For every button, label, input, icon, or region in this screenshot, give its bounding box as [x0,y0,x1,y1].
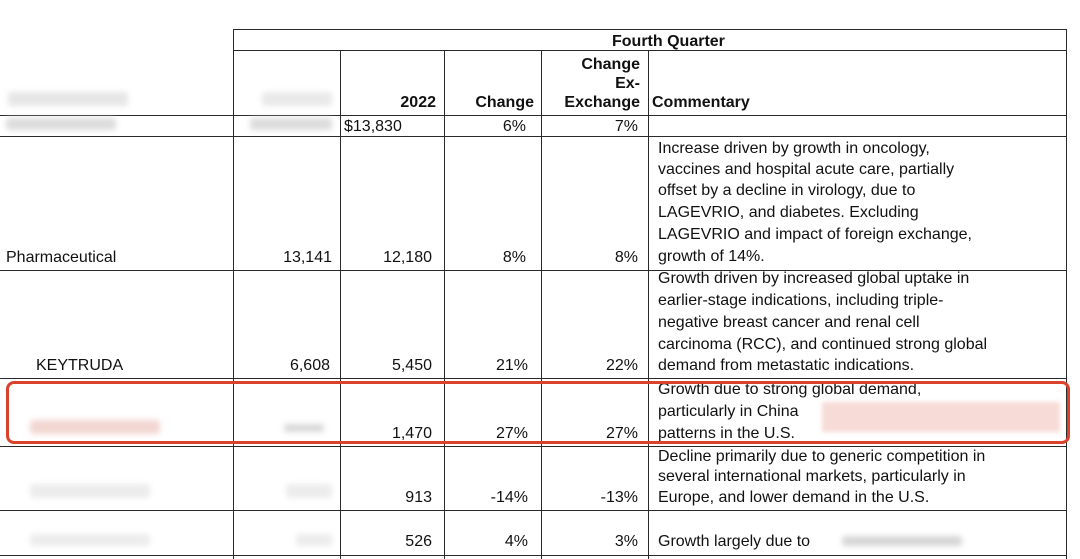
redacted-header-label [8,92,128,106]
row4-change: -14% [490,489,528,506]
header-change-ex-2: Ex- [615,75,640,92]
total-change-ex: 7% [614,118,638,135]
row4-commentary-line: Europe, and lower demand in the U.S. [658,489,930,506]
header-change-ex-1: Change [581,56,640,73]
redacted-row4-label [30,484,150,498]
row3-commentary-line: particularly in China [658,403,799,420]
keytruda-2023: 6,608 [289,357,330,374]
vrule-5 [648,50,649,559]
pharma-2023: 13,141 [283,249,332,266]
row3-commentary-line: Growth due to strong global demand, [658,381,922,398]
row5-commentary-line: Growth largely due to [658,533,811,550]
redacted-row4-2023 [286,484,332,498]
row3-change: 27% [495,425,528,442]
keytruda-label: KEYTRUDA [36,357,124,374]
rule-top [233,29,1067,30]
row5-change-ex: 3% [614,533,638,550]
header-change-ex-3: Exchange [564,94,640,111]
row5-change: 4% [504,533,528,550]
row4-2022: 913 [405,489,432,506]
pharma-label: Pharmaceutical [6,249,117,266]
total-2022: $13,830 [344,118,402,135]
pharma-change-ex: 8% [614,249,638,266]
row4-commentary-line: several international markets, particula… [658,468,966,485]
vrule-3 [444,50,445,559]
redacted-row3-label [30,420,160,434]
keytruda-commentary-line: Growth driven by increased global uptake… [658,270,970,287]
keytruda-commentary-line: negative breast cancer and renal cell [658,314,920,331]
header-2022: 2022 [400,94,436,111]
rule-under-total [0,136,1067,137]
header-group-label: Fourth Quarter [612,33,725,50]
pharma-commentary-line: vaccines and hospital acute care, partia… [658,161,955,178]
row5-2022: 526 [405,533,432,550]
keytruda-change-ex: 22% [605,357,638,374]
pharma-commentary-line: LAGEVRIO and impact of foreign exchange, [658,226,972,243]
pharma-2022: 12,180 [383,249,432,266]
pharma-commentary-line: LAGEVRIO, and diabetes. Excluding [658,204,919,221]
pharma-change: 8% [502,249,526,266]
total-change: 6% [502,118,526,135]
keytruda-change: 21% [495,357,528,374]
redacted-total-2023 [250,118,332,130]
rule-under-header [0,115,1067,116]
rule-under-row3 [0,446,1067,447]
redacted-row3-2023 [284,424,324,432]
pharma-commentary-line: Increase driven by growth in oncology, [658,140,930,157]
redacted-header-2023 [262,92,332,106]
rule-under-group [233,50,1067,51]
vrule-6 [1066,29,1067,559]
vrule-1 [233,29,234,559]
redacted-row3-commentary [822,402,1060,432]
redacted-total-label [6,118,116,130]
pharma-commentary-line: growth of 14%. [658,248,765,265]
header-change: Change [475,94,534,111]
redacted-row5-2023 [296,534,332,546]
row4-commentary-line: Decline primarily due to generic competi… [658,448,986,465]
redacted-row5-label [30,534,150,546]
keytruda-commentary-line: earlier-stage indications, including tri… [658,292,944,309]
highlight-box [6,381,1070,444]
row3-commentary-line: patterns in the U.S. [658,425,795,442]
header-commentary: Commentary [652,94,750,111]
row3-change-ex: 27% [605,425,638,442]
keytruda-commentary-line: carcinoma (RCC), and continued strong gl… [658,336,988,353]
pharma-commentary-line: offset by a decline in virology, due to [658,182,916,199]
rule-under-keytruda [0,378,1067,379]
rule-bottom [0,555,1067,556]
vrule-4 [541,50,542,559]
keytruda-commentary-line: demand from metastatic indications. [658,357,915,374]
row4-change-ex: -13% [600,489,638,506]
keytruda-2022: 5,450 [391,357,432,374]
rule-under-pharma [0,270,1067,271]
row3-2022: 1,470 [391,425,432,442]
vrule-2 [340,50,341,559]
rule-under-row4 [0,510,1067,511]
redacted-row5-commentary [842,536,962,546]
